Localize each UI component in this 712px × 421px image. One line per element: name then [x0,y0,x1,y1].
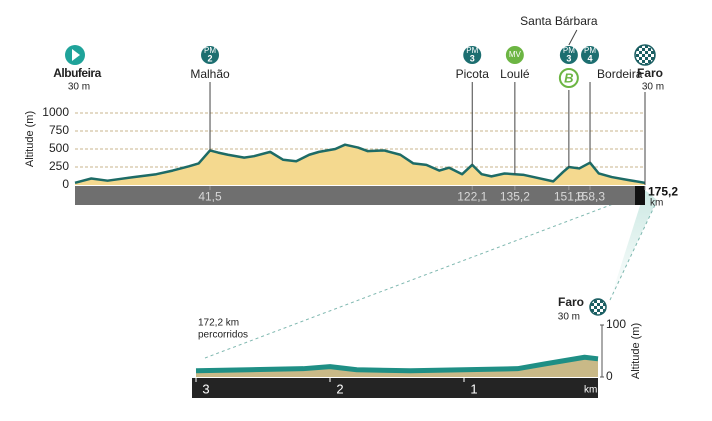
zoom-connector [609,204,656,301]
place-name: Picota [456,67,490,81]
km-strip [192,378,598,398]
place-elevation: 30 m [642,82,664,93]
leader-line [568,29,578,46]
badge-text: 4 [588,53,593,63]
note: percorridos [198,330,248,341]
badge-text: MV [509,50,522,59]
finish-block [635,186,645,205]
x-tick-label: 41,5 [198,190,222,204]
bonus-text: B [564,70,573,85]
y-tick-label: 0 [606,369,613,383]
x-tick-label: 135,2 [500,190,530,204]
y-axis-label: Altitude (m) [24,111,36,167]
badge [201,46,220,64]
badge [463,46,482,64]
finish-name: Faro [558,295,584,309]
x-tick-label: 151,8 [554,190,584,204]
y-tick-label: 750 [49,123,69,137]
x-axis-label: km [650,198,663,209]
badge [505,46,524,64]
bonus-badge [558,68,579,88]
badge-text: PM [563,46,575,55]
y-tick-label: 500 [49,141,69,155]
x-tick-label: 158,3 [575,190,605,204]
finish-icon [634,44,656,66]
profile-area [75,144,645,185]
zoom-fan [610,190,657,300]
y-tick-label: 100 [606,317,626,331]
x-tick-label: 3 [202,381,209,396]
place-name: Malhão [190,67,230,81]
badge-text: 2 [208,53,213,63]
badge [581,46,600,64]
badge-text: 3 [566,53,571,63]
place-name: Bordeira [597,67,643,81]
y-tick-label: 0 [62,177,69,191]
badge-text: 3 [470,53,475,63]
note: 172,2 km [198,318,239,329]
km-strip [75,186,645,205]
finish-icon [589,298,607,316]
place-name: Santa Bárbara [520,14,598,28]
y-axis-label: Altitude (m) [630,323,642,379]
zoom-connector [204,191,646,359]
badge-text: PM [466,46,478,55]
finish-elevation: 30 m [558,312,580,323]
badge-text: PM [584,46,596,55]
x-tick-label: 175,2 [648,185,678,199]
profile-area [196,357,598,377]
y-tick-label: 1000 [42,105,69,119]
place-elevation: 30 m [68,82,90,93]
profile-line [195,354,599,374]
x-axis-label: km [584,385,597,396]
place-name: Albufeira [53,66,101,80]
y-tick-label: 250 [49,159,69,173]
x-tick-label: 122,1 [457,190,487,204]
badge [559,46,578,64]
x-tick-label: 1 [470,381,477,396]
x-tick-label: 2 [336,381,343,396]
place-name: Loulé [500,67,530,81]
start-arrow [72,49,80,61]
place-name: Faro [637,66,663,80]
profile-line [74,143,646,185]
badge-text: PM [204,46,216,55]
